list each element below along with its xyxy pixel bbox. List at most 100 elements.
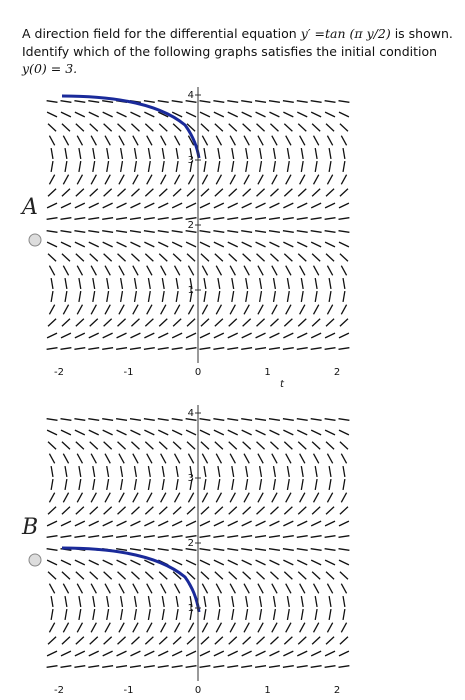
field-segment bbox=[48, 622, 56, 633]
radio-button[interactable] bbox=[28, 233, 42, 247]
field-segment bbox=[90, 453, 97, 464]
field-segment bbox=[311, 318, 321, 327]
field-segment bbox=[75, 123, 85, 132]
field-segment bbox=[338, 111, 350, 118]
field-segment bbox=[147, 608, 151, 621]
field-segment bbox=[339, 188, 349, 197]
field-segment bbox=[189, 277, 193, 290]
field-segment bbox=[74, 665, 86, 668]
field-segment bbox=[283, 111, 294, 118]
field-segment bbox=[160, 492, 167, 503]
field-segment bbox=[62, 622, 70, 633]
field-segment bbox=[130, 332, 141, 339]
field-segment bbox=[257, 304, 264, 315]
field-segment bbox=[130, 318, 140, 327]
field-segment bbox=[102, 429, 113, 436]
field-segment bbox=[340, 135, 348, 146]
field-segment bbox=[102, 100, 114, 103]
field-segment bbox=[326, 174, 334, 185]
field-segment bbox=[172, 506, 182, 515]
field-segment bbox=[158, 202, 169, 209]
field-segment bbox=[160, 453, 167, 464]
field-segment bbox=[271, 135, 278, 146]
field-segment bbox=[189, 595, 193, 608]
field-segment bbox=[74, 418, 86, 421]
field-segment bbox=[213, 650, 225, 657]
field-segment bbox=[245, 277, 249, 290]
field-segment bbox=[133, 147, 138, 160]
field-segment bbox=[116, 332, 127, 339]
field-segment bbox=[299, 174, 306, 185]
field-segment bbox=[268, 548, 280, 551]
field-segment bbox=[78, 478, 82, 491]
field-segment bbox=[172, 253, 182, 262]
field-segment bbox=[186, 636, 196, 645]
field-segment bbox=[158, 188, 168, 197]
field-segment bbox=[104, 304, 111, 315]
field-segment bbox=[297, 332, 308, 339]
field-segment bbox=[199, 548, 211, 551]
field-segment bbox=[241, 100, 253, 103]
field-segment bbox=[227, 429, 238, 436]
field-segment bbox=[171, 418, 183, 421]
radio-button[interactable] bbox=[28, 553, 42, 567]
field-segment bbox=[119, 595, 124, 608]
field-segment bbox=[75, 188, 85, 197]
field-segment bbox=[171, 111, 183, 118]
field-segment bbox=[299, 304, 306, 315]
field-segment bbox=[324, 665, 336, 668]
field-segment bbox=[103, 571, 113, 580]
field-segment bbox=[340, 304, 348, 315]
field-segment bbox=[161, 608, 165, 621]
field-segment bbox=[46, 520, 58, 527]
field-segment bbox=[241, 230, 253, 233]
field-segment bbox=[130, 520, 141, 527]
field-segment bbox=[201, 622, 209, 633]
field-segment bbox=[106, 160, 110, 173]
field-segment bbox=[297, 559, 308, 566]
solution-curve bbox=[61, 546, 201, 613]
field-segment bbox=[215, 622, 223, 633]
field-segment bbox=[199, 665, 211, 668]
field-segment bbox=[258, 160, 263, 173]
field-segment bbox=[116, 241, 127, 248]
field-segment bbox=[172, 318, 182, 327]
field-segment bbox=[47, 571, 57, 580]
field-segment bbox=[241, 520, 252, 527]
field-segment bbox=[257, 492, 264, 503]
field-segment bbox=[48, 453, 56, 464]
field-segment bbox=[157, 347, 169, 350]
field-segment bbox=[258, 465, 263, 478]
field-segment bbox=[92, 608, 96, 621]
field-segment bbox=[269, 506, 279, 515]
field-segment bbox=[78, 277, 82, 290]
field-segment bbox=[231, 478, 235, 491]
field-segment bbox=[76, 174, 84, 185]
field-segment bbox=[75, 318, 85, 327]
field-segment bbox=[119, 147, 124, 160]
field-segment bbox=[217, 608, 221, 621]
field-segment bbox=[102, 217, 114, 220]
field-segment bbox=[242, 571, 252, 580]
field-segment bbox=[173, 174, 181, 185]
field-segment bbox=[213, 418, 225, 421]
field-segment bbox=[213, 548, 225, 551]
field-segment bbox=[269, 636, 279, 645]
field-segment bbox=[312, 304, 320, 315]
field-segment bbox=[104, 492, 111, 503]
field-segment bbox=[283, 253, 293, 262]
field-segment bbox=[103, 441, 113, 450]
field-segment bbox=[199, 100, 211, 103]
field-segment bbox=[269, 202, 280, 209]
field-segment bbox=[227, 217, 239, 220]
field-segment bbox=[158, 111, 169, 118]
field-segment bbox=[257, 265, 264, 276]
field-segment bbox=[338, 418, 350, 421]
field-segment bbox=[228, 506, 238, 515]
field-segment bbox=[201, 453, 209, 464]
field-segment bbox=[201, 174, 209, 185]
field-segment bbox=[324, 429, 336, 436]
field-segment bbox=[342, 595, 346, 608]
field-segment bbox=[324, 520, 336, 527]
field-segment bbox=[299, 583, 306, 594]
